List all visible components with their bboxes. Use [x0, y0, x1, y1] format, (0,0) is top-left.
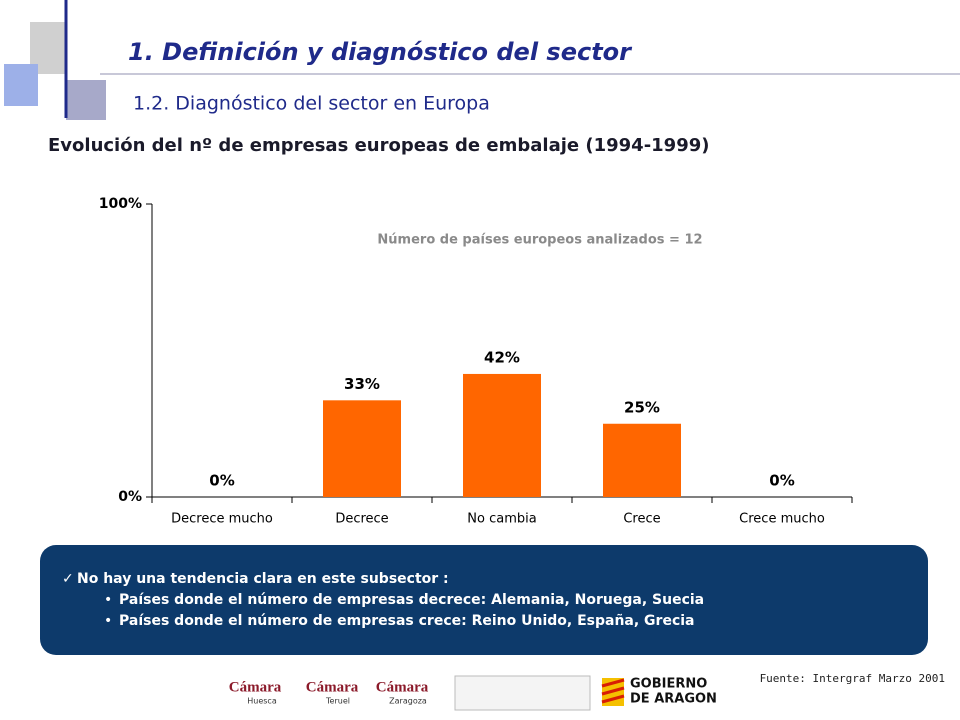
note-heading: No hay una tendencia clara en este subse…: [77, 571, 449, 587]
bar: [603, 423, 681, 497]
logo: Cámara: [306, 679, 359, 695]
bar: [323, 400, 401, 497]
y-tick-label: 100%: [99, 196, 142, 212]
chart-title: Evolución del nº de empresas europeas de…: [48, 135, 709, 156]
subtitle: 1.2. Diagnóstico del sector en Europa: [133, 93, 490, 115]
bar: [463, 373, 541, 497]
value-label: 25%: [624, 398, 660, 416]
value-label: 0%: [209, 472, 234, 490]
x-tick-label: Crece: [623, 512, 660, 527]
logo: Zaragoza: [389, 697, 427, 706]
x-tick-label: Crece mucho: [739, 512, 825, 527]
deco-square: [4, 64, 38, 106]
x-tick-label: No cambia: [467, 512, 536, 527]
value-label: 33%: [344, 375, 380, 393]
value-label: 42%: [484, 348, 520, 366]
note-bullet: Países donde el número de empresas decre…: [119, 592, 704, 608]
logo: Cámara: [229, 679, 282, 695]
value-label: 0%: [769, 472, 794, 490]
bullet: •: [104, 592, 112, 608]
ministry-logo: [454, 675, 591, 711]
logo: GOBIERNO: [630, 677, 707, 692]
x-tick-label: Decrece mucho: [171, 512, 273, 527]
plot: 0% 100% Decrece mucho 0% Decrece 33% No cambia…: [99, 196, 853, 527]
source: Fuente: Intergraf Marzo 2001: [760, 672, 945, 685]
annotation: Número de países europeos analizados = 1…: [377, 233, 702, 248]
y-tick-label: 0%: [118, 489, 142, 505]
deco-square: [66, 80, 106, 120]
logo: DE ARAGON: [630, 692, 717, 707]
aragon-flag: [601, 678, 625, 704]
x-tick-label: Decrece: [335, 512, 388, 527]
check: ✓: [62, 571, 74, 587]
title: 1. Definición y diagnóstico del sector: [128, 38, 633, 66]
logo: Huesca: [247, 697, 277, 706]
bullet: •: [104, 613, 112, 629]
note-bullet: Países donde el número de empresas crece…: [119, 613, 695, 629]
logo: Cámara: [376, 679, 429, 695]
logo: Teruel: [325, 697, 350, 706]
note-box: [40, 545, 928, 655]
